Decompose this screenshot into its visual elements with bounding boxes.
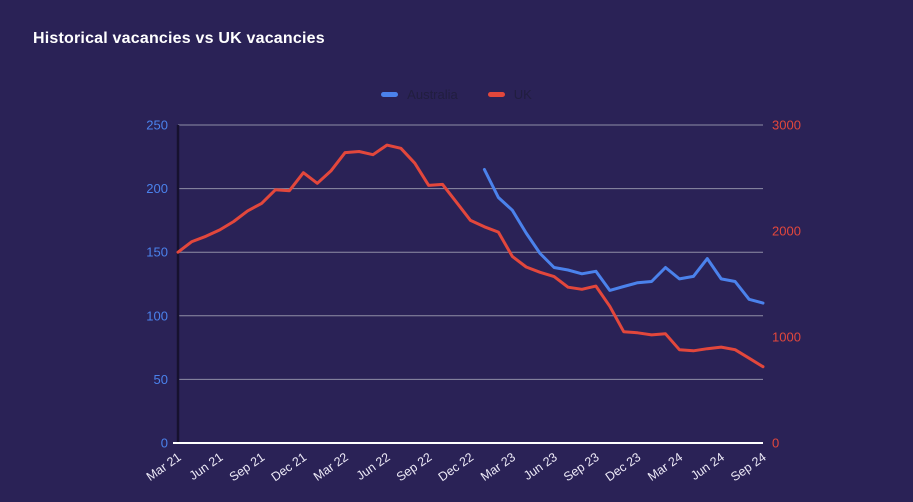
y-left-tick-label: 100 (146, 308, 168, 323)
x-axis-tick-label: Jun 23 (521, 450, 560, 483)
x-axis-tick-label: Mar 23 (478, 450, 518, 484)
legend-item-australia[interactable]: Australia (381, 87, 458, 102)
y-right-tick-label: 2000 (772, 224, 801, 239)
y-left-tick-label: 200 (146, 181, 168, 196)
series-line-australia[interactable] (482, 168, 765, 305)
x-axis-tick-label: Sep 23 (561, 450, 602, 484)
legend-label-australia: Australia (407, 87, 458, 102)
chart-title: Historical vacancies vs UK vacancies (33, 30, 325, 47)
australia-line-swatch-icon (381, 92, 399, 97)
x-axis-tick-label: Dec 23 (603, 450, 644, 484)
x-axis-tick-label: Sep 24 (728, 450, 769, 484)
x-axis-tick-label: Sep 21 (227, 450, 268, 484)
y-left-tick-label: 250 (146, 118, 168, 133)
legend-label-uk: UK (513, 87, 532, 102)
x-axis-tick-label: Mar 24 (645, 450, 685, 484)
legend-item-uk[interactable]: UK (487, 87, 532, 102)
x-axis-tick-label: Mar 22 (311, 450, 351, 484)
y-left-tick-label: 0 (161, 436, 168, 451)
legend: Australia UK (0, 87, 913, 102)
x-axis-tick-label: Dec 21 (269, 450, 310, 484)
x-axis-tick-label: Sep 22 (394, 450, 435, 484)
y-right-tick-label: 3000 (772, 118, 801, 133)
series-line-uk[interactable] (176, 143, 765, 369)
y-left-tick-label: 50 (154, 372, 168, 387)
x-axis-tick-label: Jun 22 (354, 450, 393, 483)
x-axis-tick-label: Dec 22 (436, 450, 477, 484)
x-axis-tick-label: Jun 24 (688, 450, 727, 483)
uk-line-swatch-icon (487, 92, 505, 97)
y-left-tick-label: 150 (146, 245, 168, 260)
y-right-tick-label: 0 (772, 436, 779, 451)
y-right-tick-label: 1000 (772, 330, 801, 345)
x-axis-tick-label: Mar 21 (144, 450, 184, 484)
x-axis-tick-label: Jun 21 (187, 450, 226, 483)
